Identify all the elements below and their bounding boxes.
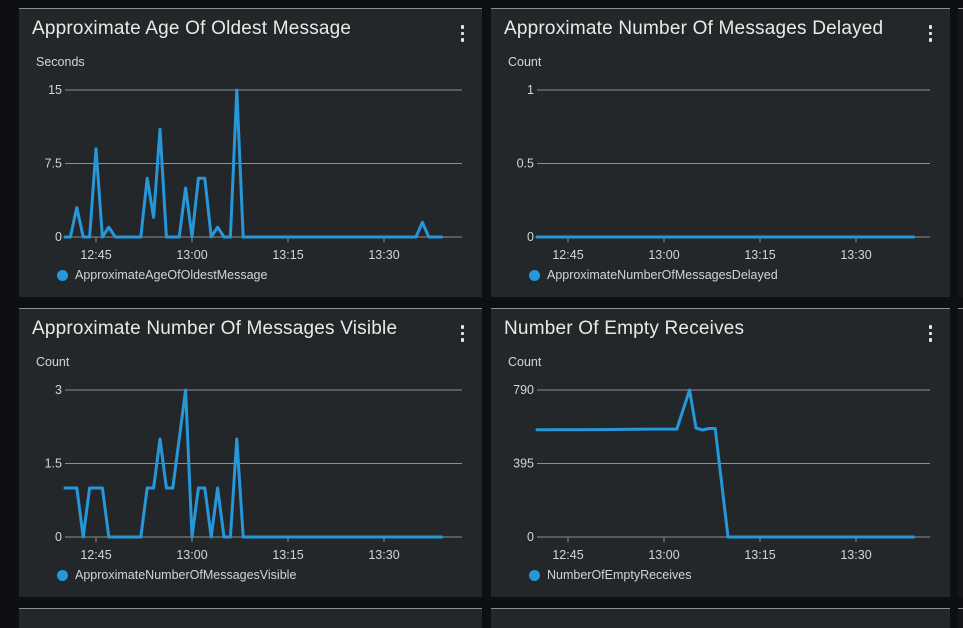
legend-label: NumberOfEmptyReceives xyxy=(547,568,692,582)
x-tick-label: 13:30 xyxy=(368,548,399,562)
x-tick-label: 13:30 xyxy=(368,248,399,262)
legend-item[interactable]: ApproximateNumberOfMessagesVisible xyxy=(57,568,296,582)
y-tick-label: 0.5 xyxy=(517,157,534,171)
widget-menu-kebab-icon[interactable] xyxy=(458,22,468,45)
legend-label: ApproximateNumberOfMessagesDelayed xyxy=(547,268,778,282)
widget-menu-kebab-icon[interactable] xyxy=(458,322,468,345)
x-tick-label: 13:15 xyxy=(744,248,775,262)
y-tick-label: 7.5 xyxy=(45,157,62,171)
legend-color-dot-icon xyxy=(57,269,68,281)
legend-label: ApproximateNumberOfMessagesVisible xyxy=(75,568,297,582)
chart-title: Approximate Number Of Messages Delayed xyxy=(504,18,884,39)
y-axis-unit-label: Count xyxy=(36,355,70,369)
y-axis-unit-label: Count xyxy=(508,355,542,369)
chart-title: Approximate Number Of Messages Visible xyxy=(32,318,398,339)
chart-plot-area[interactable]: 0 1.5 3 12:45 13:00 13:15 13:30 xyxy=(19,309,482,598)
chart-plot-area[interactable]: 0 395 790 12:45 13:00 13:15 13:30 xyxy=(491,309,950,598)
y-tick-label: 3 xyxy=(55,383,62,397)
chart-widget-age-of-oldest-message: Approximate Age Of Oldest Message Second… xyxy=(19,8,482,297)
adjacent-widget-partial xyxy=(958,8,963,297)
y-axis-unit-label: Count xyxy=(508,55,542,69)
metric-line xyxy=(535,388,916,539)
legend-item[interactable]: NumberOfEmptyReceives xyxy=(529,568,692,582)
chart-widget-empty-receives: Number Of Empty Receives Count 0 395 790 12… xyxy=(491,308,950,597)
x-tick-label: 13:00 xyxy=(648,248,679,262)
y-axis-unit-label: Seconds xyxy=(36,55,85,69)
y-tick-label: 15 xyxy=(48,83,62,97)
y-tick-label: 395 xyxy=(513,457,534,471)
y-tick-label: 0 xyxy=(55,230,62,244)
x-tick-label: 13:30 xyxy=(840,548,871,562)
x-tick-label: 13:15 xyxy=(272,548,303,562)
chart-plot-area[interactable]: 0 7.5 15 12:45 13:00 13:15 13:30 xyxy=(19,9,482,298)
y-tick-label: 1.5 xyxy=(45,457,62,471)
chart-plot-area[interactable]: 0 0.5 1 12:45 13:00 13:15 13:30 xyxy=(491,9,950,298)
x-tick-label: 12:45 xyxy=(552,548,583,562)
x-tick-label: 12:45 xyxy=(80,548,111,562)
x-tick-label: 13:30 xyxy=(840,248,871,262)
chart-title: Number Of Empty Receives xyxy=(504,318,745,339)
legend-color-dot-icon xyxy=(529,269,540,281)
x-tick-label: 13:00 xyxy=(176,248,207,262)
chart-widget-messages-visible: Approximate Number Of Messages Visible C… xyxy=(19,308,482,597)
y-tick-label: 0 xyxy=(527,530,534,544)
x-tick-label: 13:15 xyxy=(744,548,775,562)
legend-color-dot-icon xyxy=(57,569,68,581)
chart-widget-messages-delayed: Approximate Number Of Messages Delayed C… xyxy=(491,8,950,297)
x-tick-label: 12:45 xyxy=(80,248,111,262)
y-tick-label: 790 xyxy=(513,383,534,397)
y-tick-label: 1 xyxy=(527,83,534,97)
metric-line xyxy=(63,88,444,239)
chart-title: Approximate Age Of Oldest Message xyxy=(32,18,352,39)
x-tick-label: 13:00 xyxy=(176,548,207,562)
x-tick-label: 13:15 xyxy=(272,248,303,262)
legend-color-dot-icon xyxy=(529,569,540,581)
y-tick-label: 0 xyxy=(527,230,534,244)
cloudwatch-dashboard: { "colors": { "page_bg": "#0d0f14", "pan… xyxy=(19,8,963,628)
adjacent-widget-partial xyxy=(958,308,963,597)
below-widget-partial xyxy=(491,608,950,628)
y-tick-label: 0 xyxy=(55,530,62,544)
x-tick-label: 12:45 xyxy=(552,248,583,262)
legend-label: ApproximateAgeOfOldestMessage xyxy=(75,268,268,282)
below-widget-partial xyxy=(19,608,482,628)
x-tick-label: 13:00 xyxy=(648,548,679,562)
below-widget-partial xyxy=(958,608,963,628)
legend-item[interactable]: ApproximateNumberOfMessagesDelayed xyxy=(529,268,778,282)
metric-line xyxy=(63,388,444,539)
widget-menu-kebab-icon[interactable] xyxy=(926,22,936,45)
widget-menu-kebab-icon[interactable] xyxy=(926,322,936,345)
legend-item[interactable]: ApproximateAgeOfOldestMessage xyxy=(57,268,267,282)
